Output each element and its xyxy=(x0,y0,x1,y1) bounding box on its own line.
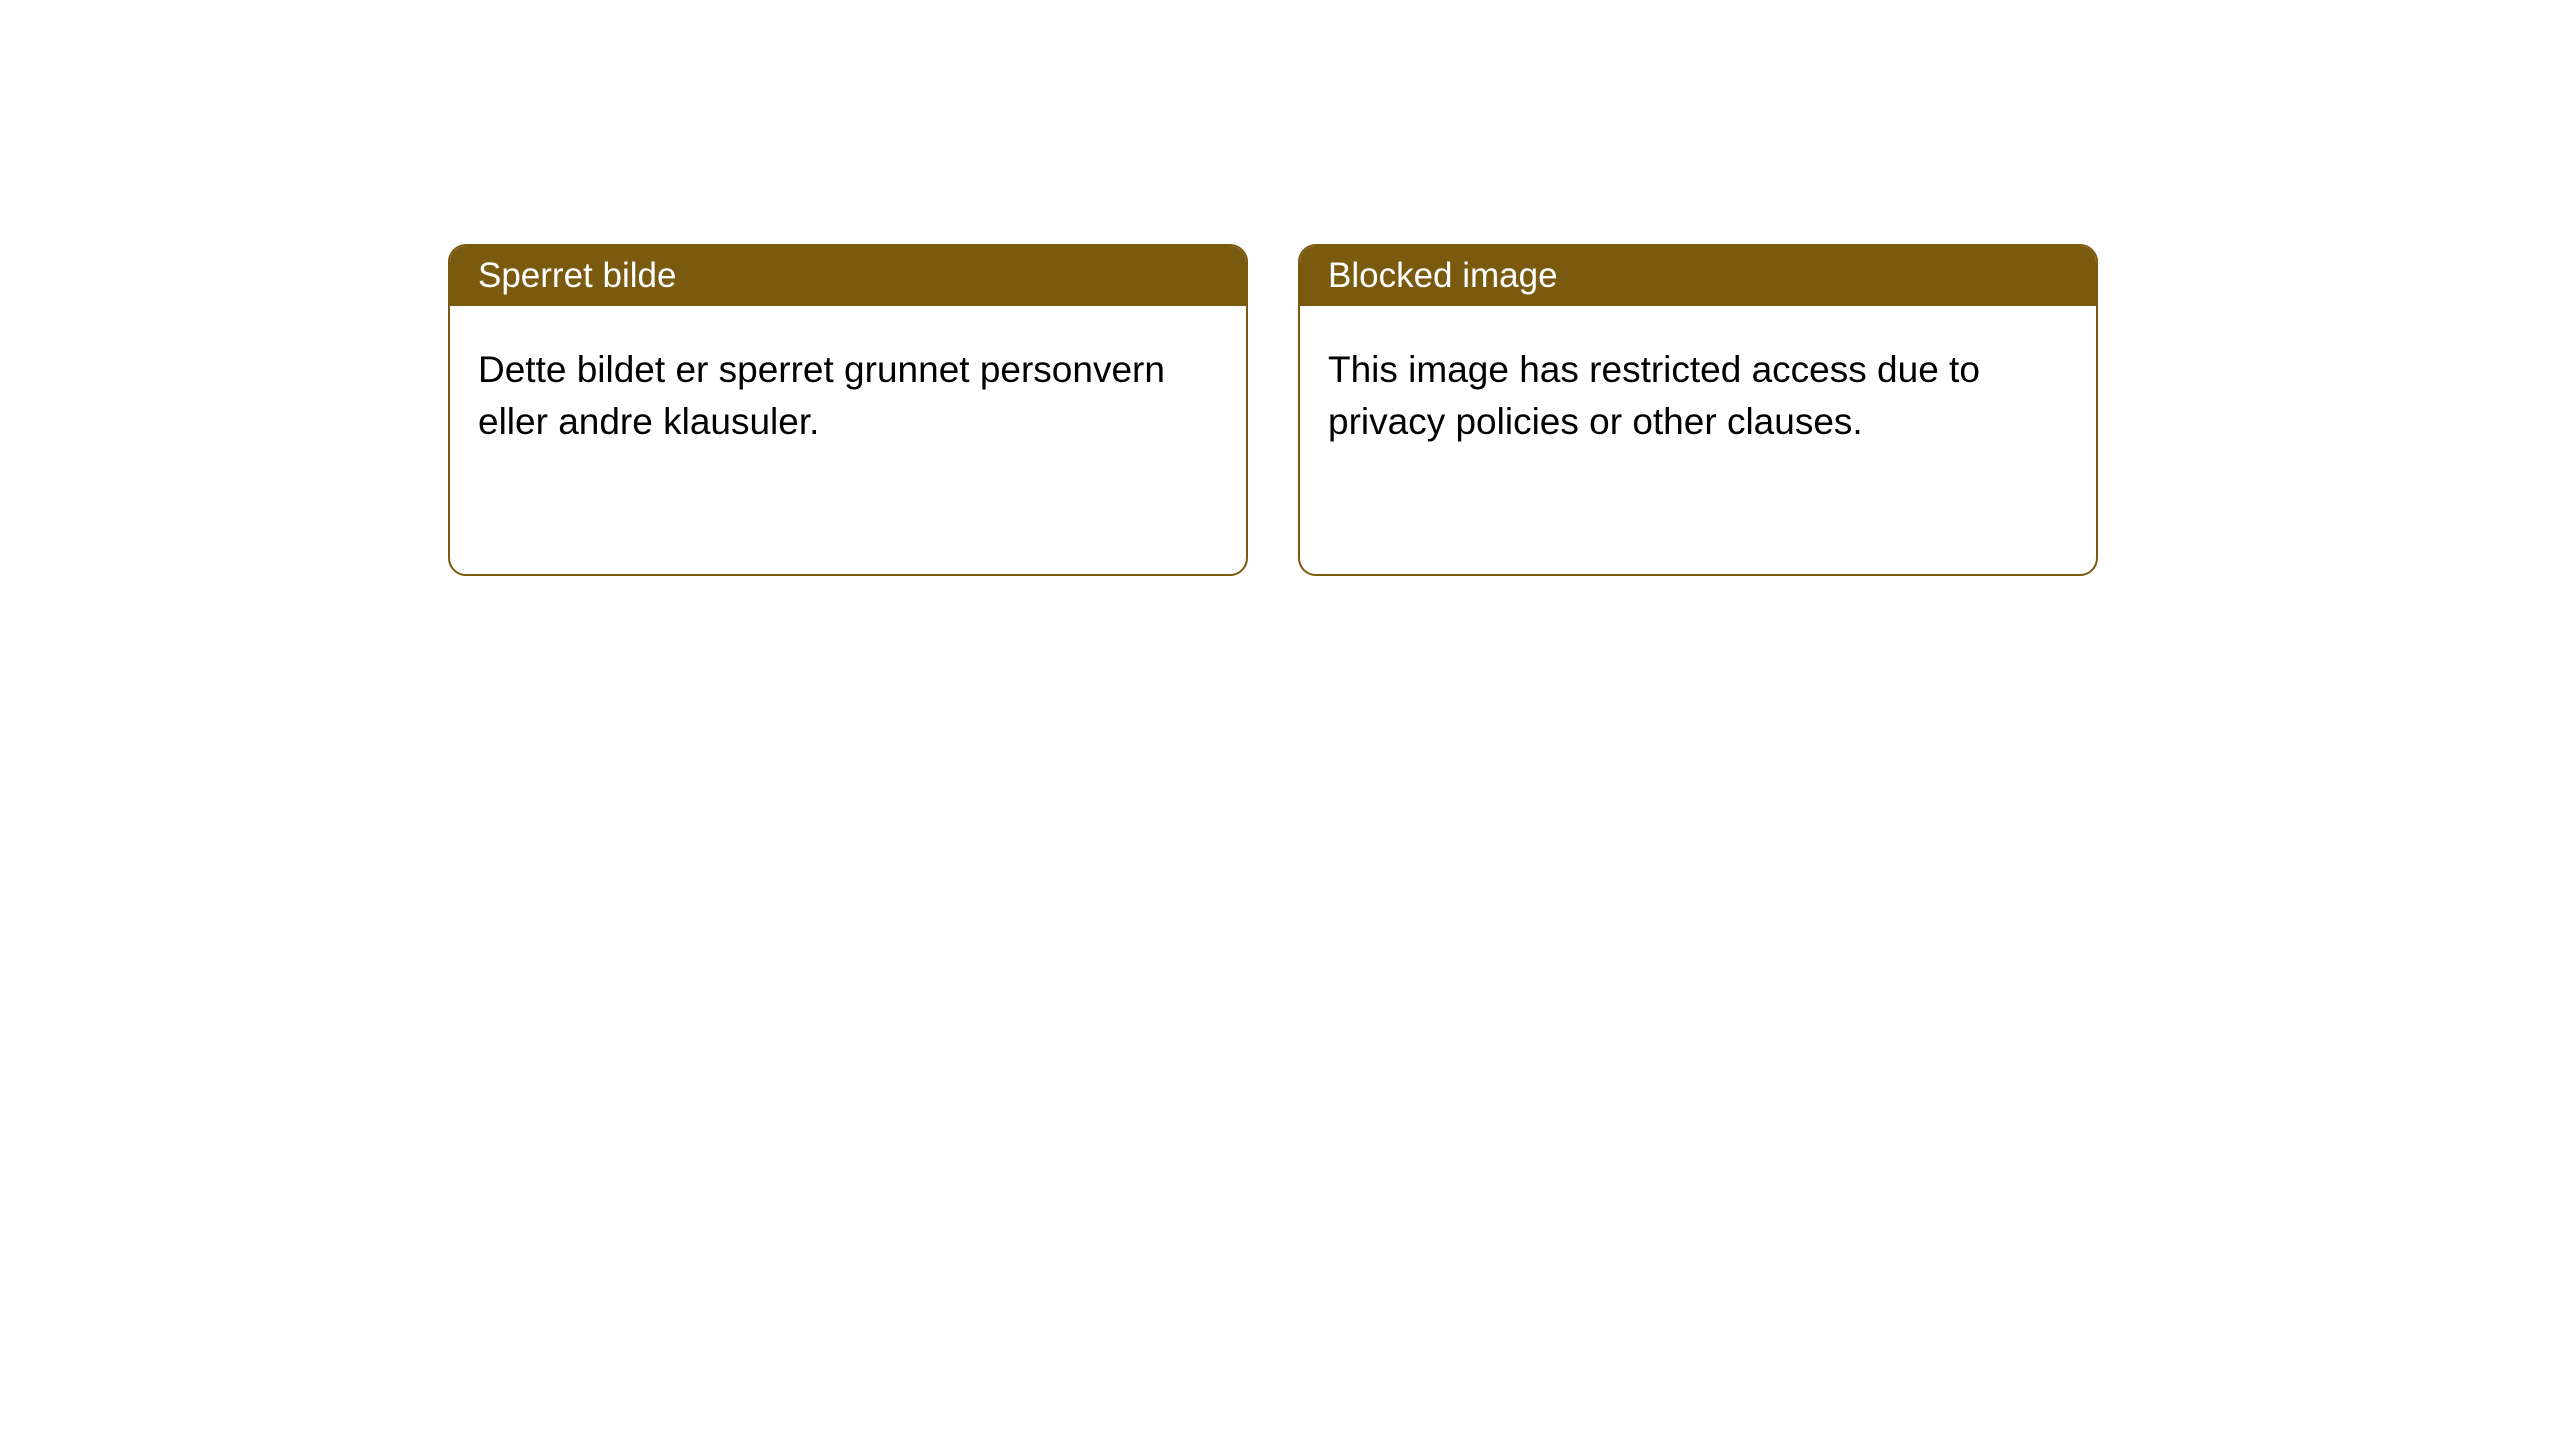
card-title-no: Sperret bilde xyxy=(478,256,676,295)
card-container: Sperret bilde Dette bildet er sperret gr… xyxy=(0,0,2560,576)
card-header-no: Sperret bilde xyxy=(450,246,1246,306)
card-body-text-en: This image has restricted access due to … xyxy=(1328,349,1980,442)
card-body-text-no: Dette bildet er sperret grunnet personve… xyxy=(478,349,1165,442)
card-title-en: Blocked image xyxy=(1328,256,1558,295)
card-body-no: Dette bildet er sperret grunnet personve… xyxy=(450,306,1246,574)
card-header-en: Blocked image xyxy=(1300,246,2096,306)
card-body-en: This image has restricted access due to … xyxy=(1300,306,2096,574)
blocked-image-card-en: Blocked image This image has restricted … xyxy=(1298,244,2098,576)
blocked-image-card-no: Sperret bilde Dette bildet er sperret gr… xyxy=(448,244,1248,576)
